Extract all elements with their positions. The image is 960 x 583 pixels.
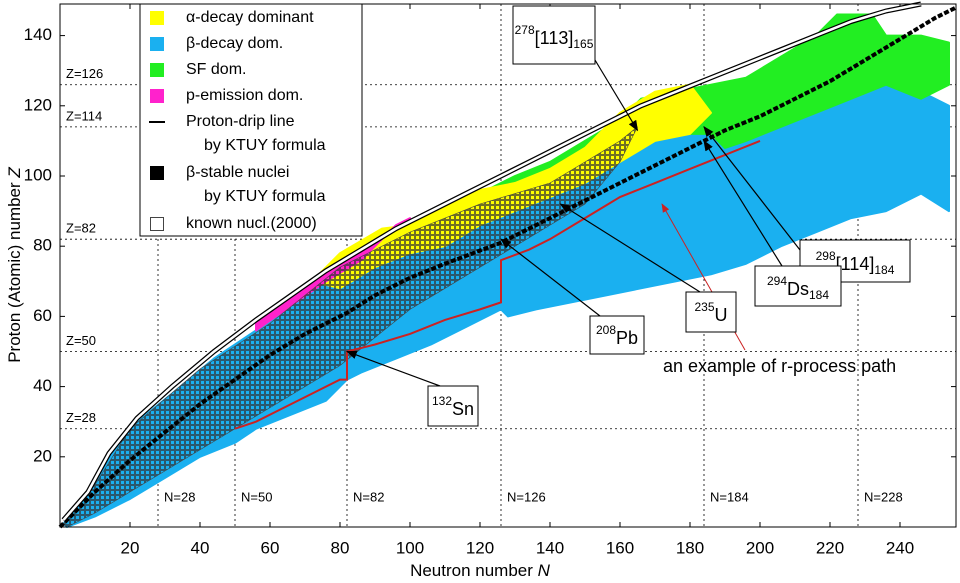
x-tick-label: 100 [396, 538, 424, 557]
r-process-label: an example of r-process path [663, 356, 896, 376]
legend-label: known nucl.(2000) [186, 215, 317, 232]
legend: α-decay dominant β-decay dom. SF dom. p-emi… [139, 3, 363, 237]
magic-z-label: Z=82 [66, 221, 96, 236]
magic-n-label: N=82 [353, 489, 384, 504]
annotation-symbol: Ds [787, 279, 809, 299]
annotation-arrow [703, 139, 783, 267]
magic-n-label: N=228 [864, 489, 903, 504]
magic-n-label: N=28 [164, 489, 195, 504]
annotation-box [512, 5, 596, 65]
x-tick-label: 240 [886, 538, 914, 557]
magic-n-label: N=126 [507, 489, 546, 504]
legend-swatch [150, 217, 164, 231]
annotation-mass: 278 [515, 23, 535, 37]
y-tick-label: 140 [24, 25, 52, 44]
y-tick-label: 60 [33, 306, 52, 325]
r-process-path [234, 139, 761, 430]
magic-z-label: Z=50 [66, 333, 96, 348]
beta-stable-line [58, 5, 957, 529]
legend-swatch [150, 11, 164, 25]
y-tick-label: 100 [24, 165, 52, 184]
annotation-mass: 294 [767, 274, 787, 288]
legend-swatch [150, 166, 164, 180]
annotation-sub: 165 [573, 37, 593, 51]
x-tick-label: 160 [606, 538, 634, 557]
annotation-label: 278[113]165 [515, 23, 594, 51]
x-tick-label: 200 [746, 538, 774, 557]
annotation-label: 298[114]184 [816, 249, 895, 277]
annotation-symbol: U [715, 305, 728, 325]
legend-label: α-decay dominant [186, 9, 314, 26]
annotation-arrow [345, 350, 441, 387]
legend-label: β-stable nuclei [186, 164, 289, 181]
x-axis-label-text: Neutron number [410, 561, 538, 580]
annotation-mass: 208 [596, 323, 616, 337]
legend-label-line2: by KTUY formula [204, 188, 326, 205]
x-tick-label: 140 [536, 538, 564, 557]
annotation-symbol: [113] [535, 28, 574, 48]
x-tick-label: 220 [816, 538, 844, 557]
legend-label: Proton-drip line [186, 113, 295, 130]
y-axis-label-text: Proton (Atomic) number [5, 178, 24, 363]
y-tick-label: 120 [24, 95, 52, 114]
annotation-arrow [703, 126, 801, 251]
x-axis-label: Neutron number N [410, 561, 551, 580]
magic-z-label: Z=114 [66, 108, 102, 123]
x-tick-label: 20 [121, 538, 140, 557]
annotation-sub: 184 [809, 288, 829, 302]
known-nuclei [63, 126, 638, 528]
annotation-label: 208Pb [596, 323, 638, 348]
legend-label: p-emission dom. [186, 87, 303, 104]
annotation-sub: 184 [874, 263, 894, 277]
x-tick-label: 180 [676, 538, 704, 557]
legend-label-line2: by KTUY formula [204, 137, 326, 154]
legend-box [139, 3, 363, 237]
annotation-label: 132Sn [432, 394, 474, 419]
x-tick-label: 60 [261, 538, 280, 557]
magic-n-label: N=50 [241, 489, 272, 504]
magic-z-label: Z=28 [66, 410, 96, 425]
drip-line [62, 2, 922, 521]
plot-overlay: 20 40 60 80 100 120 140 160 180 200 220 240 20 40 60 80… [24, 3, 914, 557]
plot-data [58, 1, 957, 529]
x-tick-label: 80 [331, 538, 350, 557]
legend-label: SF dom. [186, 61, 246, 78]
legend-swatch [150, 89, 164, 103]
magic-z-label: Z=126 [66, 66, 103, 81]
y-tick-label: 40 [33, 376, 52, 395]
annotation-box [754, 265, 842, 307]
plot-frame [59, 3, 957, 528]
y-tick-label: 80 [33, 236, 52, 255]
y-axis-label: Proton (Atomic) number Z [5, 167, 24, 363]
y-axis-label-symbol: Z [5, 167, 24, 179]
annotation-box [685, 291, 737, 333]
y-tick-label: 20 [33, 446, 52, 465]
annotation-arrow [500, 238, 601, 317]
annotation-label: 294Ds184 [767, 274, 829, 302]
annotation-box [427, 385, 479, 427]
x-tick-label: 40 [191, 538, 210, 557]
x-axis-label-symbol: N [538, 561, 551, 580]
annotation-symbol: [114] [836, 254, 875, 274]
legend-swatch [150, 37, 164, 51]
annotation-mass: 298 [816, 249, 836, 263]
annotation-label: 235U [694, 300, 727, 325]
legend-swatch [150, 63, 164, 77]
legend-label: β-decay dom. [186, 35, 283, 52]
annotation-mass: 235 [694, 300, 714, 314]
annotation-box [589, 315, 645, 355]
annotation-symbol: Pb [616, 328, 638, 348]
annotation-symbol: Sn [452, 399, 474, 419]
x-tick-label: 120 [466, 538, 494, 557]
annotation-mass: 132 [432, 394, 452, 408]
annotation-arrow [594, 59, 639, 132]
annotation-arrow [559, 203, 701, 293]
magic-n-label: N=184 [710, 489, 749, 504]
